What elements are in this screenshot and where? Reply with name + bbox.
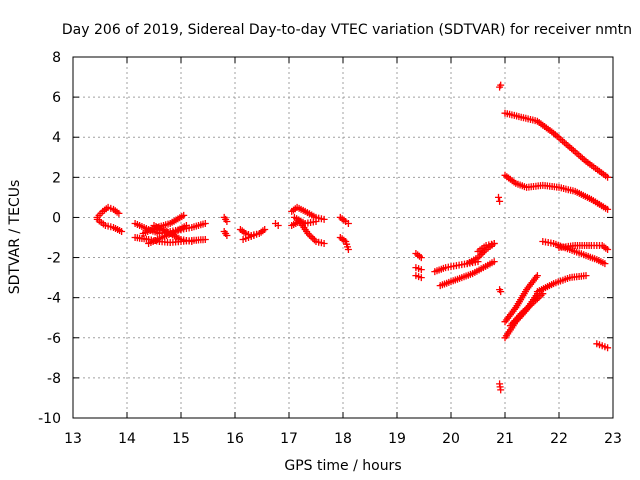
data-point [495,193,502,201]
data-point [344,220,352,227]
y-axis-label: SDTVAR / TECUs [7,180,23,295]
data-point [497,386,505,394]
y-tick-label: 2 [52,170,61,186]
data-point [250,232,258,239]
data-point [601,260,609,268]
data-point [180,211,188,219]
y-tick-label: -6 [47,331,61,347]
data-point [320,215,328,223]
x-tick-label: 21 [496,431,514,447]
data-point [417,254,425,262]
data-point [604,173,612,181]
data-point [312,218,320,225]
data-point [320,240,328,247]
data-point [115,209,123,217]
chart-title: Day 206 of 2019, Sidereal Day-to-day VTE… [62,22,632,38]
data-point [490,258,498,266]
data-point [533,272,541,280]
data-point [539,290,547,298]
axis-ticks [72,56,614,419]
y-tick-label: -8 [47,371,61,387]
data-point [490,240,498,247]
data-point [201,220,209,227]
x-tick-label: 23 [604,431,622,447]
y-tick-label: 8 [52,50,61,66]
data-point [307,233,315,241]
data-point [309,234,317,242]
x-tick-label: 14 [118,431,136,447]
data-point [188,238,196,245]
x-axis-label: GPS time / hours [284,458,401,474]
x-axis-tick-labels: 13 14 15 16 17 18 19 20 21 22 23 [64,431,622,447]
data-point [417,266,425,274]
data-point [604,246,612,253]
data-point [310,236,318,244]
y-axis-tick-labels: -10 -8 -6 -4 -2 0 2 4 6 8 [38,50,61,427]
y-tick-label: -4 [47,291,61,307]
data-point [223,218,231,225]
data-point [306,231,313,239]
y-tick-label: 0 [52,210,61,226]
data-point [604,205,612,213]
data-point [274,222,282,229]
y-tick-label: 6 [52,90,61,106]
y-tick-label: 4 [52,130,61,146]
data-point [201,236,209,243]
x-tick-label: 20 [442,431,460,447]
data-point [604,344,612,352]
data-point [261,226,269,233]
data-point [182,222,190,229]
x-tick-label: 19 [388,431,406,447]
x-tick-label: 18 [334,431,352,447]
x-tick-label: 22 [550,431,568,447]
data-point [344,246,352,253]
data-point [496,197,504,205]
data-point [417,274,425,282]
data-point [223,232,231,239]
data-point [497,81,505,89]
data-point [118,228,126,235]
data-point [474,254,482,262]
data-point [304,230,312,237]
y-tick-label: -2 [47,251,61,267]
x-tick-label: 17 [280,431,298,447]
x-tick-label: 16 [226,431,244,447]
data-point [582,272,590,280]
x-tick-label: 13 [64,431,82,447]
y-tick-label: -10 [38,411,61,427]
x-tick-label: 15 [172,431,190,447]
data-points [93,81,612,394]
data-point [497,288,505,296]
